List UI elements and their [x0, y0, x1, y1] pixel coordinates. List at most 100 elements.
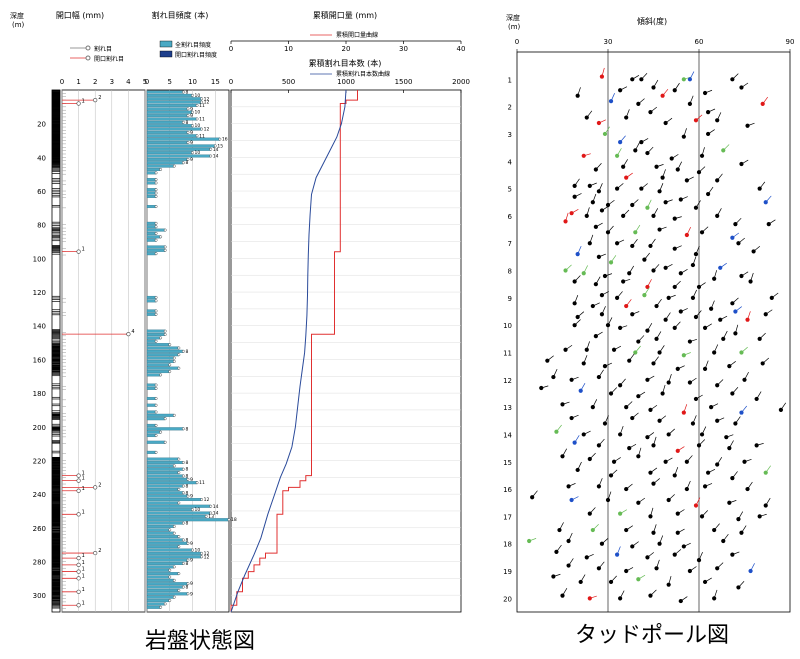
tadpole-point: [733, 309, 738, 314]
frequency-bar: [146, 147, 211, 151]
cum-top-tick-label: 10: [284, 45, 293, 53]
depth-axis-label: 深度: [10, 11, 24, 20]
tadpole-point: [575, 314, 580, 320]
tadpole-point: [645, 284, 650, 290]
tadpole-point: [699, 153, 705, 158]
frequency-marker: [182, 161, 185, 165]
frequency-value-label: 9: [190, 558, 193, 564]
frequency-bar: [146, 164, 175, 168]
tadpole-point: [654, 566, 659, 571]
frequency-value-label: 8: [185, 484, 188, 490]
tadpole-point: [608, 579, 614, 585]
tadpole-point: [706, 191, 711, 197]
aperture-tick-label: 1: [76, 78, 80, 86]
tadpole-point: [681, 353, 686, 358]
aperture-value-label: 1: [82, 471, 85, 477]
tadpole-y-tick-label: 1: [508, 76, 512, 84]
tadpole-point: [672, 216, 677, 221]
tadpole-y-tick-label: 14: [503, 431, 512, 439]
tadpole-chart: 深度 (m) 傾斜(度) 0 30 60 9012345678910111213141…: [503, 13, 795, 613]
frequency-marker: [163, 417, 167, 421]
tadpole-point: [651, 530, 656, 535]
tadpole-point: [748, 568, 753, 574]
aperture-marker: [76, 556, 81, 561]
frequency-marker: [168, 599, 172, 602]
legend-cum-crack-label: 累積割れ目本数曲線: [336, 70, 390, 78]
tadpole-point: [739, 273, 744, 279]
tadpole-point: [730, 77, 735, 82]
frequency-marker: [209, 147, 213, 151]
aperture-value-label: 2: [98, 482, 101, 488]
frequency-marker: [163, 245, 167, 249]
tadpole-point: [608, 99, 614, 104]
tadpole-point: [624, 303, 629, 309]
tadpole-point: [618, 596, 623, 601]
frequency-bar: [146, 578, 175, 582]
core-log-column: [51, 89, 61, 613]
tadpole-x-tick-label: 90: [786, 38, 795, 46]
aperture-marker: [126, 332, 131, 337]
tadpole-point: [657, 227, 662, 232]
tadpole-point: [633, 230, 638, 235]
tadpole-point: [702, 366, 708, 371]
frequency-marker: [172, 565, 176, 569]
frequency-bar: [146, 245, 166, 249]
frequency-marker: [172, 578, 176, 582]
tadpole-point: [699, 514, 705, 519]
frequency-marker: [154, 191, 158, 195]
aperture-value-label: 4: [131, 329, 134, 335]
tadpole-point: [715, 418, 720, 423]
frequency-bar: [146, 346, 180, 350]
frequency-bar: [146, 329, 166, 333]
frequency-bar: [146, 531, 175, 535]
frequency-marker: [154, 339, 158, 343]
tadpole-point: [706, 109, 711, 115]
frequency-marker: [163, 440, 167, 444]
cum-bottom-tick-label: 2000: [452, 78, 470, 86]
depth-tick-label: 200: [33, 424, 46, 432]
tadpole-point: [551, 574, 556, 579]
tadpole-point: [627, 271, 632, 276]
tadpole-point: [605, 323, 611, 328]
frequency-value-label: 9: [190, 157, 193, 163]
tadpole-point: [715, 118, 720, 123]
tadpole-point: [657, 541, 662, 546]
frequency-marker: [182, 538, 185, 542]
frequency-marker: [182, 461, 185, 464]
tadpole-point: [681, 77, 686, 82]
frequency-marker: [168, 575, 172, 579]
tadpole-point: [602, 131, 608, 137]
frequency-value-label: 12: [204, 554, 210, 560]
frequency-value-label: 8: [185, 521, 188, 527]
tadpole-point: [745, 317, 750, 322]
frequency-marker: [154, 296, 158, 299]
tadpole-point: [572, 194, 577, 199]
cumulative-open-curve: [230, 90, 358, 612]
tadpole-point: [657, 189, 662, 194]
tadpole-point: [630, 202, 635, 208]
tadpole-point: [545, 358, 550, 363]
frequency-column: 0 5 10 15全割れ目頻度開口割れ目頻度810121211910911810129…: [145, 40, 237, 613]
frequency-value-label: 14: [213, 154, 219, 160]
frequency-marker: [172, 164, 176, 168]
tadpole-point: [627, 358, 632, 363]
frequency-bar: [146, 467, 184, 471]
frequency-marker: [182, 562, 185, 565]
tadpole-point: [554, 429, 559, 434]
tadpole-point: [736, 241, 741, 246]
tadpole-point: [605, 202, 611, 208]
tadpole-point: [712, 276, 717, 281]
frequency-bar: [146, 235, 161, 239]
tadpole-point: [569, 377, 574, 382]
frequency-bar: [146, 130, 189, 134]
tadpole-point: [684, 232, 689, 238]
frequency-bar: [146, 592, 189, 596]
tadpole-point: [672, 325, 677, 331]
tadpole-point: [584, 347, 589, 352]
frequency-marker: [218, 137, 222, 141]
frequency-marker: [209, 511, 213, 515]
frequency-bar: [146, 370, 170, 374]
tadpole-point: [624, 175, 629, 180]
tadpole-point: [642, 257, 647, 262]
frequency-bar: [146, 585, 184, 589]
